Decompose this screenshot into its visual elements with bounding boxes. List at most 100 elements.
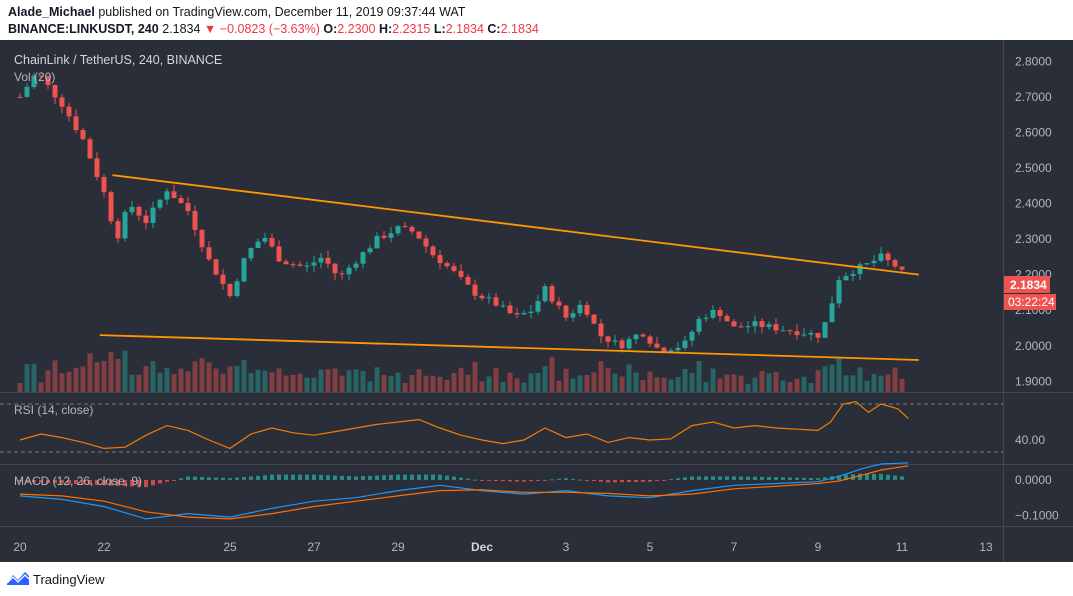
volume-bar — [794, 378, 800, 392]
time-axis[interactable]: 20 22 25 27 29 Dec 3 5 7 9 11 13 — [13, 540, 993, 554]
candle-body — [402, 226, 408, 228]
volume-bar — [374, 367, 380, 392]
volume-bar — [45, 370, 51, 392]
volume-bar — [696, 361, 702, 392]
volume-bar — [815, 370, 821, 392]
macd-histogram-bar — [585, 479, 589, 481]
volume-bar — [157, 372, 163, 392]
macd-histogram-bar — [137, 479, 141, 487]
open-label: O: — [323, 22, 338, 36]
volume-bar — [395, 372, 401, 392]
candle-body — [619, 340, 625, 349]
candle-body — [437, 255, 443, 264]
macd-histogram-bar — [186, 476, 190, 480]
volume-bar — [311, 377, 317, 392]
macd-histogram-bar — [879, 473, 883, 480]
tradingview-brand[interactable]: TradingView — [33, 572, 105, 587]
signal-line — [19, 465, 909, 520]
volume-bar — [556, 380, 562, 392]
candle-body — [703, 317, 709, 319]
volume-bar — [388, 376, 394, 392]
volume-bar — [339, 375, 345, 392]
macd-histogram-bar — [767, 476, 771, 480]
macd-histogram-bar — [109, 479, 113, 486]
macd-histogram-bar — [823, 477, 827, 480]
candle-body — [80, 130, 86, 140]
volume-bar — [255, 369, 261, 392]
candle-body — [157, 199, 163, 208]
volume-bar — [668, 379, 674, 392]
volume-bar — [871, 374, 877, 392]
candle-body — [101, 176, 107, 193]
tradingview-logo-icon[interactable] — [6, 570, 30, 586]
symbol-label: BINANCE:LINKUSDT, 240 — [8, 22, 159, 36]
candle-body — [822, 322, 828, 338]
trendlines[interactable] — [99, 174, 919, 361]
candle-body — [766, 324, 772, 328]
published-text: published on TradingView.com, December 1… — [98, 5, 466, 19]
candle-body — [542, 286, 548, 302]
macd-histogram-bar — [123, 479, 127, 487]
macd-histogram-bar — [837, 475, 841, 480]
volume-bar — [493, 368, 499, 392]
macd-histogram-bar — [242, 476, 246, 480]
candle-body — [892, 260, 898, 267]
macd-histogram-bar — [536, 479, 540, 481]
macd-histogram-bar — [67, 479, 71, 484]
macd-histogram-bar — [809, 477, 813, 480]
candle-body — [87, 139, 93, 159]
macd-histogram-bar — [522, 479, 526, 482]
volume-bar — [241, 360, 247, 392]
candle-body — [871, 260, 877, 264]
macd-histogram-bar — [263, 475, 267, 480]
candle-body — [248, 248, 254, 259]
macd-histogram-bar — [557, 478, 561, 480]
volume-bar — [787, 382, 793, 392]
candle-body — [59, 97, 65, 107]
candle-body — [878, 253, 884, 261]
time-tick-label: 9 — [815, 540, 822, 554]
candle-body — [836, 280, 842, 304]
price-tick-label: 2.0000 — [1015, 339, 1052, 353]
macd-histogram-bar — [431, 474, 435, 480]
volume-bar — [185, 371, 191, 392]
volume-bar — [472, 361, 478, 392]
macd-histogram-bar — [578, 479, 582, 481]
volume-bar — [780, 380, 786, 392]
chart-area[interactable]: 2.8000 2.7000 2.6000 2.5000 2.4000 2.3000 2.20… — [0, 40, 1073, 562]
candle-body — [773, 324, 779, 331]
candle-body — [178, 198, 184, 203]
price-tick-label: 2.3000 — [1015, 232, 1052, 246]
candle-body — [136, 206, 142, 216]
chart-canvas[interactable]: 2.80002.70002.60002.50002.40002.30002.20… — [0, 40, 1073, 562]
volume-bar — [486, 376, 492, 392]
volume-bar — [402, 382, 408, 392]
macd-histogram-bar — [753, 476, 757, 480]
volume-bar — [283, 375, 289, 392]
macd-histogram-bar — [620, 479, 624, 483]
candle-body — [647, 336, 653, 344]
candle-body — [752, 321, 758, 327]
macd-histogram-bar — [816, 478, 820, 480]
volume-bar — [829, 364, 835, 392]
candle-body — [395, 226, 401, 234]
candle-body — [241, 258, 247, 282]
volume-bar — [143, 366, 149, 392]
macd-histogram-bar — [452, 476, 456, 480]
time-tick-label: 11 — [896, 540, 909, 554]
publisher-name[interactable]: Alade_Michael — [8, 5, 95, 19]
volume-bar — [227, 366, 233, 392]
volume-bar — [759, 371, 765, 392]
candle-body — [360, 252, 366, 264]
volume-bar — [31, 363, 37, 392]
volume-bar — [199, 358, 205, 392]
macd-histogram-bar — [95, 479, 99, 485]
candle-body — [164, 191, 170, 200]
support-trendline — [99, 334, 919, 361]
macd-histogram-bar — [655, 479, 659, 481]
candle-body — [311, 262, 317, 266]
macd-histogram-bar — [144, 479, 148, 488]
price-axis[interactable]: 2.80002.70002.60002.50002.40002.30002.20… — [1015, 54, 1059, 522]
macd-histogram-bar — [39, 479, 43, 483]
candle-body — [304, 265, 310, 267]
